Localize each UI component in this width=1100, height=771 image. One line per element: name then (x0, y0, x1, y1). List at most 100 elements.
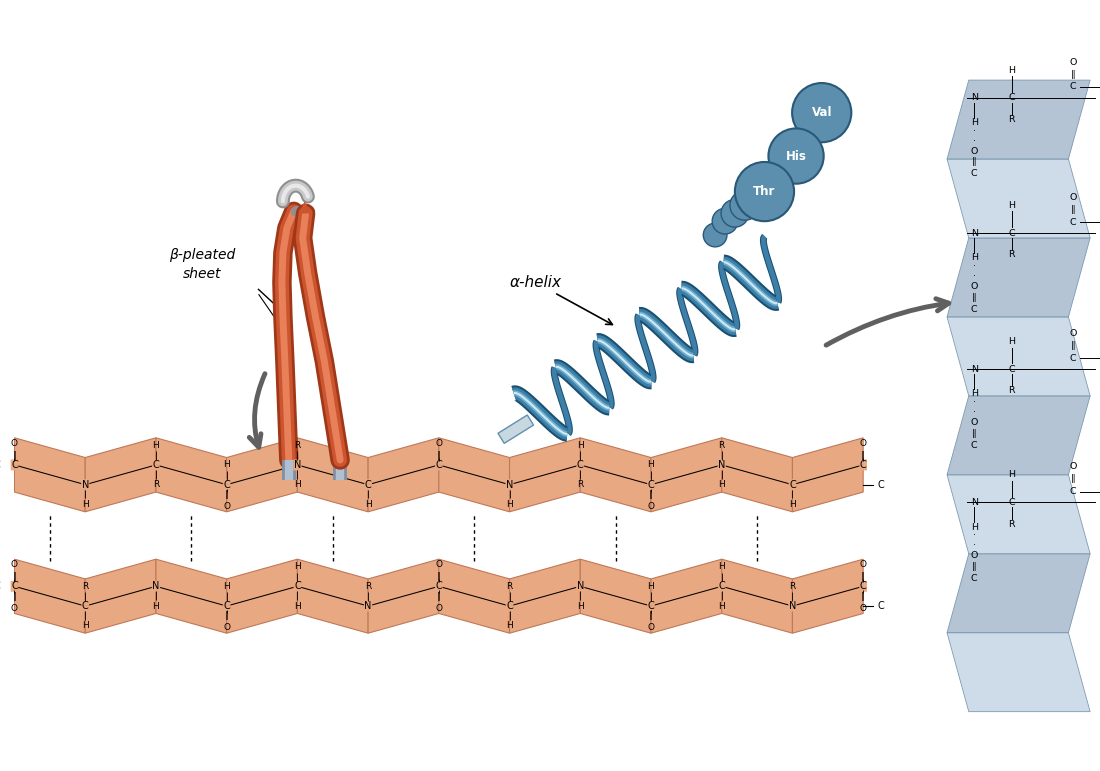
Text: N: N (294, 460, 301, 470)
Circle shape (730, 190, 759, 221)
Text: R: R (1009, 386, 1015, 396)
Text: ‖: ‖ (649, 490, 653, 499)
Text: H: H (365, 500, 372, 509)
Text: H: H (970, 253, 978, 262)
Text: O: O (1069, 58, 1077, 67)
Circle shape (703, 223, 727, 247)
Text: N: N (576, 581, 584, 591)
Text: ‖: ‖ (224, 611, 229, 621)
Text: C: C (436, 581, 442, 591)
Text: N: N (81, 480, 89, 490)
Text: Val: Val (812, 106, 832, 120)
Text: ·: · (972, 531, 976, 540)
Text: C: C (1009, 93, 1015, 103)
Text: α-helix: α-helix (509, 275, 613, 325)
Text: N: N (364, 601, 372, 611)
Text: ‖: ‖ (437, 450, 441, 460)
Text: ‖: ‖ (437, 591, 441, 601)
Polygon shape (297, 438, 368, 512)
Text: R: R (578, 480, 583, 489)
Text: C: C (436, 460, 442, 470)
Polygon shape (651, 559, 722, 633)
Polygon shape (947, 554, 1090, 633)
Polygon shape (227, 438, 297, 512)
Text: O: O (1069, 463, 1077, 471)
Text: H: H (576, 441, 584, 449)
Text: O: O (1069, 193, 1077, 202)
Text: C: C (1069, 487, 1076, 496)
Text: ‖: ‖ (1070, 205, 1075, 214)
Text: ‖: ‖ (12, 572, 16, 581)
Text: O: O (11, 604, 18, 612)
Polygon shape (498, 415, 534, 443)
Circle shape (712, 208, 738, 234)
Text: ‖: ‖ (861, 450, 865, 460)
Text: O: O (860, 439, 867, 448)
Text: N: N (970, 498, 978, 507)
Polygon shape (297, 559, 368, 633)
Polygon shape (156, 438, 227, 512)
Text: H: H (970, 389, 978, 399)
Text: H: H (1009, 337, 1015, 346)
Text: C: C (648, 480, 654, 490)
Text: C: C (718, 581, 725, 591)
Text: C: C (648, 601, 654, 611)
Text: N: N (152, 581, 160, 591)
Circle shape (735, 162, 794, 221)
Text: ‖: ‖ (649, 611, 653, 621)
Text: O: O (970, 146, 978, 156)
Text: β-pleated
sheet: β-pleated sheet (169, 248, 235, 281)
Text: H: H (223, 582, 230, 591)
Text: C: C (1069, 82, 1076, 92)
Polygon shape (722, 559, 792, 633)
Text: N: N (970, 228, 978, 237)
Polygon shape (14, 559, 85, 633)
Text: ·: · (972, 127, 976, 136)
Text: C: C (971, 170, 978, 178)
Text: R: R (1009, 251, 1015, 259)
Text: C: C (294, 581, 300, 591)
Text: ‖: ‖ (861, 572, 865, 581)
Text: H: H (294, 601, 300, 611)
Text: ·: · (972, 272, 976, 281)
Text: C: C (11, 581, 18, 591)
Text: N: N (506, 480, 514, 490)
Circle shape (739, 185, 770, 216)
Text: R: R (718, 441, 725, 449)
Text: H: H (648, 582, 654, 591)
Text: H: H (1009, 201, 1015, 210)
Text: ‖: ‖ (1070, 474, 1075, 483)
Text: H: H (576, 601, 584, 611)
Text: C: C (860, 460, 867, 470)
Text: C: C (860, 581, 867, 591)
Text: C: C (971, 305, 978, 314)
Polygon shape (14, 438, 85, 512)
Text: Thr: Thr (754, 185, 776, 198)
Text: C: C (1069, 217, 1076, 227)
Text: R: R (295, 441, 300, 449)
Text: O: O (11, 560, 18, 569)
Text: H: H (970, 118, 978, 127)
Text: H: H (153, 601, 159, 611)
Text: ‖: ‖ (971, 157, 977, 167)
Text: O: O (223, 623, 230, 632)
Text: H: H (1009, 66, 1015, 75)
Text: C: C (1009, 365, 1015, 374)
Text: R: R (82, 582, 88, 591)
Text: C: C (81, 601, 89, 611)
Text: ‖: ‖ (971, 293, 977, 301)
Polygon shape (368, 438, 439, 512)
Text: C: C (1069, 354, 1076, 363)
Polygon shape (947, 159, 1090, 238)
Polygon shape (947, 633, 1090, 712)
Text: C: C (1009, 498, 1015, 507)
Circle shape (792, 83, 851, 142)
Text: H: H (506, 621, 513, 631)
Text: R: R (365, 582, 371, 591)
Polygon shape (439, 559, 509, 633)
Text: H: H (153, 441, 159, 449)
Polygon shape (947, 475, 1090, 554)
Text: H: H (718, 601, 725, 611)
Circle shape (722, 200, 749, 227)
Text: R: R (153, 480, 159, 489)
